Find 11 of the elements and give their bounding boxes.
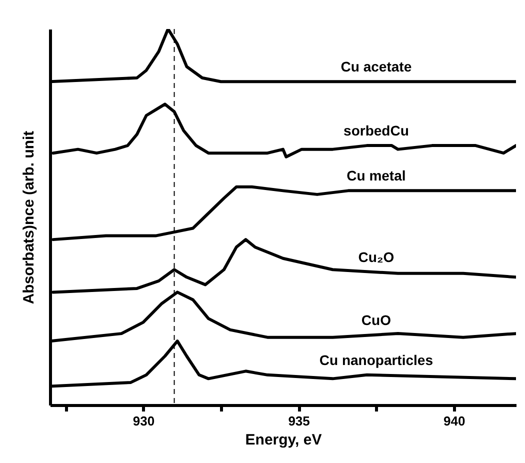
x-tick-label: 930 xyxy=(132,414,155,428)
series-label: Cu nanoparticles xyxy=(319,352,434,368)
x-tick-label: 935 xyxy=(288,414,310,428)
series-label: Cu metal xyxy=(346,168,406,184)
x-tick-label: 940 xyxy=(444,414,466,428)
series-label: CuO xyxy=(361,312,392,328)
series-label: Cu₂O xyxy=(358,249,394,266)
y-axis-title: Absorbats)nce (arb. unit xyxy=(20,130,38,304)
x-axis-title: Energy, eV xyxy=(245,432,322,448)
series-label: Cu acetate xyxy=(340,58,412,75)
series-label: sorbedCu xyxy=(344,122,409,139)
